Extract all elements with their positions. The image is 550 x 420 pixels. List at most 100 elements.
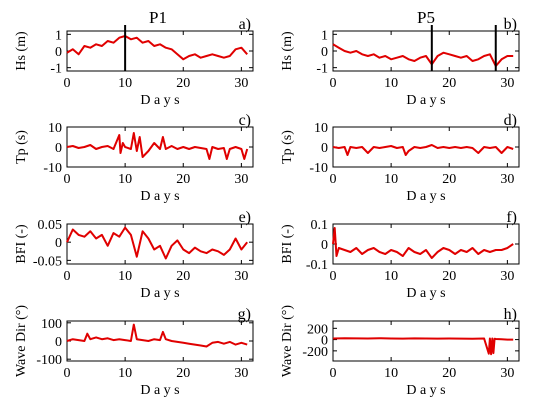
x-axis-label: D a y s: [406, 189, 445, 204]
y-tick-label: -0.1: [306, 258, 328, 273]
panel-letter: d): [504, 112, 517, 129]
y-tick-label: 0.05: [38, 218, 63, 233]
x-axis-label: D a y s: [140, 383, 179, 398]
y-tick-label: 10: [48, 121, 62, 136]
x-tick-label: 0: [330, 269, 337, 284]
x-tick-label: 10: [384, 76, 398, 91]
x-tick-label: 30: [500, 76, 514, 91]
y-tick-label: -200: [302, 345, 328, 360]
x-tick-label: 20: [176, 366, 190, 381]
axes-frame: [66, 30, 254, 72]
x-tick-label: 10: [384, 269, 398, 284]
x-tick-label: 10: [118, 269, 132, 284]
series-line: [332, 227, 514, 259]
y-tick-label: 0: [321, 334, 328, 349]
series-line: [332, 144, 514, 156]
x-tick-label: 20: [442, 76, 456, 91]
x-tick-label: 0: [330, 172, 337, 187]
axes-frame: [332, 320, 520, 362]
x-tick-label: 20: [442, 172, 456, 187]
x-tick-label: 30: [234, 366, 248, 381]
y-tick-label: -100: [36, 353, 62, 368]
x-tick-label: 20: [442, 269, 456, 284]
x-tick-label: 0: [64, 76, 71, 91]
x-axis-label: D a y s: [140, 93, 179, 108]
series-line: [66, 35, 248, 61]
x-tick-label: 30: [234, 269, 248, 284]
x-axis-label: D a y s: [406, 93, 445, 108]
panel-letter: a): [239, 16, 251, 33]
y-tick-label: 0: [55, 335, 62, 350]
y-tick-label: 200: [307, 322, 328, 337]
y-axis-label: Wave Dir (°): [280, 305, 295, 377]
y-tick-label: -1: [50, 62, 62, 77]
y-tick-label: 0.1: [311, 218, 329, 233]
x-tick-label: 10: [118, 366, 132, 381]
x-tick-label: 30: [500, 269, 514, 284]
y-axis-label: Hs (m): [14, 31, 29, 71]
y-tick-label: -10: [43, 161, 62, 176]
y-tick-label: 0: [55, 141, 62, 156]
x-tick-label: 30: [234, 76, 248, 91]
y-axis-label: BFI (-): [280, 224, 295, 264]
series-line: [66, 323, 248, 348]
x-tick-label: 10: [118, 172, 132, 187]
x-tick-label: 30: [234, 172, 248, 187]
x-axis-label: D a y s: [406, 286, 445, 301]
x-tick-label: 10: [118, 76, 132, 91]
y-axis-label: Wave Dir (°): [14, 305, 29, 377]
x-tick-label: 0: [64, 366, 71, 381]
y-tick-label: 100: [41, 317, 62, 332]
x-tick-label: 10: [384, 366, 398, 381]
x-tick-label: 0: [330, 366, 337, 381]
panel-letter: h): [504, 306, 517, 323]
panel-letter: f): [506, 209, 517, 226]
x-tick-label: 20: [176, 76, 190, 91]
y-axis-label: Hs (m): [280, 31, 295, 71]
x-tick-label: 0: [64, 172, 71, 187]
series-line: [66, 132, 249, 160]
x-axis-label: D a y s: [140, 286, 179, 301]
panel-letter: b): [504, 16, 517, 33]
y-axis-label: Tp (s): [280, 130, 295, 164]
column-title-p5: P5: [417, 8, 435, 27]
y-axis-label: BFI (-): [14, 224, 29, 264]
y-tick-label: 1: [55, 28, 62, 43]
y-tick-label: 0: [321, 45, 328, 60]
x-tick-label: 0: [64, 269, 71, 284]
y-tick-label: 10: [314, 121, 328, 136]
series-line: [66, 226, 248, 260]
y-tick-label: -0.05: [33, 254, 62, 269]
axes-frame: [66, 223, 254, 265]
series-line: [332, 43, 514, 67]
y-tick-label: 0: [55, 45, 62, 60]
x-axis-label: D a y s: [140, 189, 179, 204]
x-tick-label: 30: [500, 366, 514, 381]
panel-letter: g): [238, 306, 251, 323]
x-tick-label: 20: [176, 269, 190, 284]
y-tick-label: -1: [316, 62, 328, 77]
x-axis-label: D a y s: [406, 383, 445, 398]
y-axis-label: Tp (s): [14, 130, 29, 164]
axes-frame: [332, 30, 520, 72]
series-line: [332, 337, 514, 356]
x-tick-label: 20: [442, 366, 456, 381]
panel-letter: e): [239, 209, 251, 226]
x-tick-label: 30: [500, 172, 514, 187]
y-tick-label: 0: [321, 141, 328, 156]
column-title-p1: P1: [149, 8, 167, 27]
x-tick-label: 10: [384, 172, 398, 187]
x-tick-label: 20: [176, 172, 190, 187]
axes-frame: [332, 223, 520, 265]
y-tick-label: 1: [321, 28, 328, 43]
